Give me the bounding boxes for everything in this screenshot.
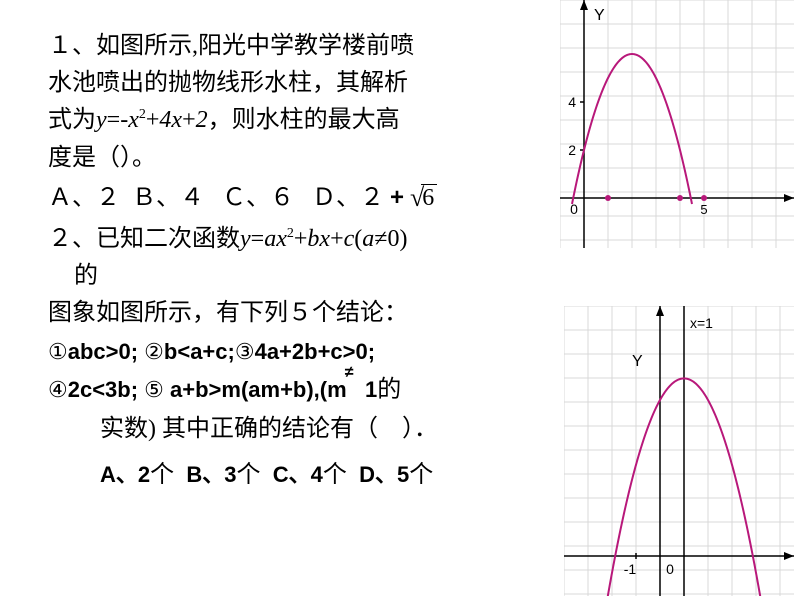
q2bcn: 个 [236,462,260,488]
c4t: 2c<3b; [68,377,144,402]
q1-line2: 水池喷出的抛物线形水柱，其解析 [48,65,548,102]
q2-formula: y=ax2+bx+c(a≠0) [240,226,407,252]
svg-text:2: 2 [568,142,576,158]
q1-l3b: ，则水柱的最大高 [208,107,400,133]
q2d: D、5 [359,462,409,487]
q1-l3a: 式为 [48,107,96,133]
q2-line2: 的 [48,258,548,295]
neq-symbol: ≠ [347,371,365,408]
neq-over: ≠ [345,359,354,386]
circ-4: ④ [48,377,68,402]
q1-line1: １、如图所示,阳光中学教学楼前喷 [48,28,548,65]
svg-text:-1: -1 [624,561,637,577]
q1-sqrt-val: 6 [421,184,437,211]
graph-1: Y0245 [560,0,794,248]
svg-text:0: 0 [666,561,674,577]
q1-opt-a: Ａ、２ [48,185,120,211]
svg-text:Y: Y [632,353,643,370]
c3t: 4a+2b+c>0; [255,339,375,364]
c1t: abc>0; [68,339,144,364]
q2-line3: 图象如图所示，有下列５个结论： [48,295,548,332]
q2-l1a: ２、已知二次函数 [48,226,240,252]
graph-2: Yx=1 -1 0 [564,306,794,596]
circ-5: ⑤ [144,377,164,402]
q2a: A、2 [100,462,150,487]
circ-2: ② [144,339,164,364]
c2t: b<a+c; [164,339,235,364]
q2-line6: 实数) 其中正确的结论有（ ）． [48,411,548,448]
q2-options: A、2个 B、3个 C、4个 D、5个 [48,454,548,489]
c5t: a+b>m(am+b),(m [164,377,347,402]
circ-1: ① [48,339,68,364]
svg-text:Y: Y [594,7,605,24]
q2c: C、4 [273,462,323,487]
q1-formula: y=-x2+4x+2 [96,107,208,133]
q1-line4: 度是（）。 [48,140,548,177]
q2-l6: 实数) 其中正确的结论有（ ）． [100,416,438,442]
q2ccn: 个 [323,462,347,488]
q1-opt-b: Ｂ、４ [132,185,204,211]
q2-conclusions1: ①abc>0; ②b<a+c;③4a+2b+c>0; [48,333,548,370]
sqrt-icon: 6 [410,177,437,217]
q2acn: 个 [150,462,174,488]
q2-conclusions2: ④2c<3b; ⑤ a+b>m(am+b),(m ≠1的 [48,370,548,411]
svg-text:4: 4 [568,94,576,110]
q1-opt-d: Ｄ、２ [312,185,384,211]
svg-text:x=1: x=1 [690,315,713,331]
q2b: B、3 [186,462,236,487]
q1-options: Ａ、２ Ｂ、４ Ｃ、６ Ｄ、２ + 6 [48,177,548,217]
q1-plus: + [390,184,404,211]
q1-opt-c: Ｃ、６ [222,185,294,211]
text-content: １、如图所示,阳光中学教学楼前喷 水池喷出的抛物线形水柱，其解析 式为y=-x2… [48,28,548,489]
c5cn: 的 [377,377,401,403]
svg-text:5: 5 [700,202,707,217]
q2dcn: 个 [409,462,433,488]
q1-line3: 式为y=-x2+4x+2，则水柱的最大高 [48,102,548,139]
c5t2: 1 [365,377,377,402]
q2-line1: ２、已知二次函数y=ax2+bx+c(a≠0) [48,221,548,258]
circ-3: ③ [235,339,255,364]
